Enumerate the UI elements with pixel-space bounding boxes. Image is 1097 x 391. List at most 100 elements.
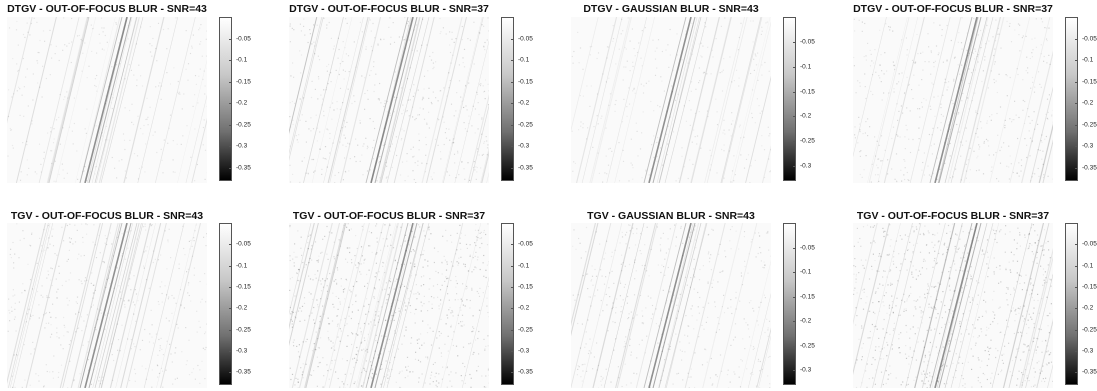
colorbar-tick [793,116,796,118]
colorbar-tick-label: -0.35 [518,368,533,376]
colorbar-tick [793,345,796,347]
colorbar-tick-label: -0.3 [236,347,248,355]
colorbar [1065,223,1078,385]
panel-title: DTGV - OUT-OF-FOCUS BLUR - SNR=37 [853,3,1053,15]
colorbar-tick [793,91,796,93]
panel-title: TGV - OUT-OF-FOCUS BLUR - SNR=43 [10,210,204,222]
colorbar-tick [229,60,232,62]
colorbar-tick-label: -0.2 [1082,99,1094,107]
colorbar-tick [1075,244,1078,246]
colorbar-tick [229,81,232,83]
colorbar-tick [229,308,232,310]
colorbar-tick [229,350,232,352]
colorbar-tick-label: -0.05 [1082,35,1097,43]
colorbar-tick [793,41,796,43]
colorbar-tick-label: -0.2 [1082,304,1094,312]
colorbar-tick [511,350,514,352]
colorbar-tick [229,124,232,126]
colorbar-tick [1075,265,1078,267]
colorbar-tick [511,265,514,267]
colorbar-tick-label: -0.15 [236,78,251,86]
colorbar-tick-label: -0.3 [1082,142,1094,150]
heatmap-image [7,17,207,183]
colorbar-tick [511,308,514,310]
colorbar-tick-label: -0.25 [800,342,815,350]
colorbar-tick-label: -0.15 [800,293,815,301]
colorbar-tick-label: -0.3 [518,347,530,355]
colorbar-tick-label: -0.35 [236,368,251,376]
colorbar-tick [511,329,514,331]
colorbar-tick-label: -0.25 [518,326,533,334]
colorbar-tick [793,296,796,298]
panel-title: DTGV - GAUSSIAN BLUR - SNR=43 [583,3,759,15]
colorbar-tick [511,146,514,148]
colorbar-tick [1075,81,1078,83]
colorbar-tick-label: -0.15 [800,88,815,96]
colorbar-tick-label: -0.25 [800,137,815,145]
colorbar-tick-label: -0.2 [236,304,248,312]
colorbar-tick [511,244,514,246]
colorbar-tick [229,244,232,246]
colorbar-tick-label: -0.2 [518,304,530,312]
panel-title: DTGV - OUT-OF-FOCUS BLUR - SNR=37 [289,3,489,15]
heatmap-image [853,223,1053,388]
colorbar-tick-label: -0.35 [236,164,251,172]
colorbar-tick-label: -0.15 [1082,283,1097,291]
colorbar-tick [511,60,514,62]
heatmap-image [289,223,489,388]
colorbar-tick [511,81,514,83]
colorbar-tick-label: -0.3 [1082,347,1094,355]
colorbar-tick-label: -0.1 [1082,56,1094,64]
colorbar-tick [1075,350,1078,352]
colorbar-tick [1075,372,1078,374]
colorbar-tick [793,141,796,143]
colorbar-tick-label: -0.1 [800,268,812,276]
colorbar-tick [511,168,514,170]
colorbar-tick-label: -0.15 [236,283,251,291]
colorbar-tick [229,38,232,40]
colorbar-tick-label: -0.35 [1082,368,1097,376]
colorbar-tick-label: -0.2 [800,112,812,120]
colorbar-tick-label: -0.15 [518,283,533,291]
heatmap-image [853,17,1053,183]
colorbar-tick [793,66,796,68]
colorbar-tick [1075,124,1078,126]
colorbar-tick [511,372,514,374]
colorbar-tick [1075,168,1078,170]
colorbar-tick [229,168,232,170]
panel-title: TGV - GAUSSIAN BLUR - SNR=43 [587,210,755,222]
colorbar [501,17,514,181]
colorbar-tick-label: -0.2 [236,99,248,107]
colorbar-tick-label: -0.2 [800,317,812,325]
colorbar [219,17,232,181]
colorbar-tick-label: -0.25 [1082,326,1097,334]
colorbar-tick [793,166,796,168]
colorbar-tick [229,329,232,331]
panel-title: DTGV - OUT-OF-FOCUS BLUR - SNR=43 [7,3,207,15]
panel-title: TGV - OUT-OF-FOCUS BLUR - SNR=37 [292,210,486,222]
colorbar-tick-label: -0.25 [236,326,251,334]
colorbar-tick [1075,286,1078,288]
colorbar-tick [1075,103,1078,105]
colorbar [219,223,232,385]
colorbar-tick [1075,38,1078,40]
colorbar-tick [511,124,514,126]
colorbar-tick [229,103,232,105]
colorbar-tick [793,247,796,249]
colorbar-tick-label: -0.1 [518,56,530,64]
colorbar-tick [229,265,232,267]
colorbar-tick-label: -0.3 [236,142,248,150]
colorbar-tick [793,370,796,372]
colorbar-tick-label: -0.05 [236,240,251,248]
colorbar-tick-label: -0.05 [518,240,533,248]
colorbar [783,223,796,385]
colorbar-tick [1075,308,1078,310]
colorbar-tick-label: -0.1 [518,262,530,270]
colorbar-tick-label: -0.3 [800,366,812,374]
colorbar-tick-label: -0.15 [518,78,533,86]
colorbar-tick-label: -0.05 [1082,240,1097,248]
colorbar-tick [793,272,796,274]
colorbar-tick-label: -0.35 [518,164,533,172]
heatmap-image [289,17,489,183]
colorbar-tick-label: -0.25 [518,121,533,129]
